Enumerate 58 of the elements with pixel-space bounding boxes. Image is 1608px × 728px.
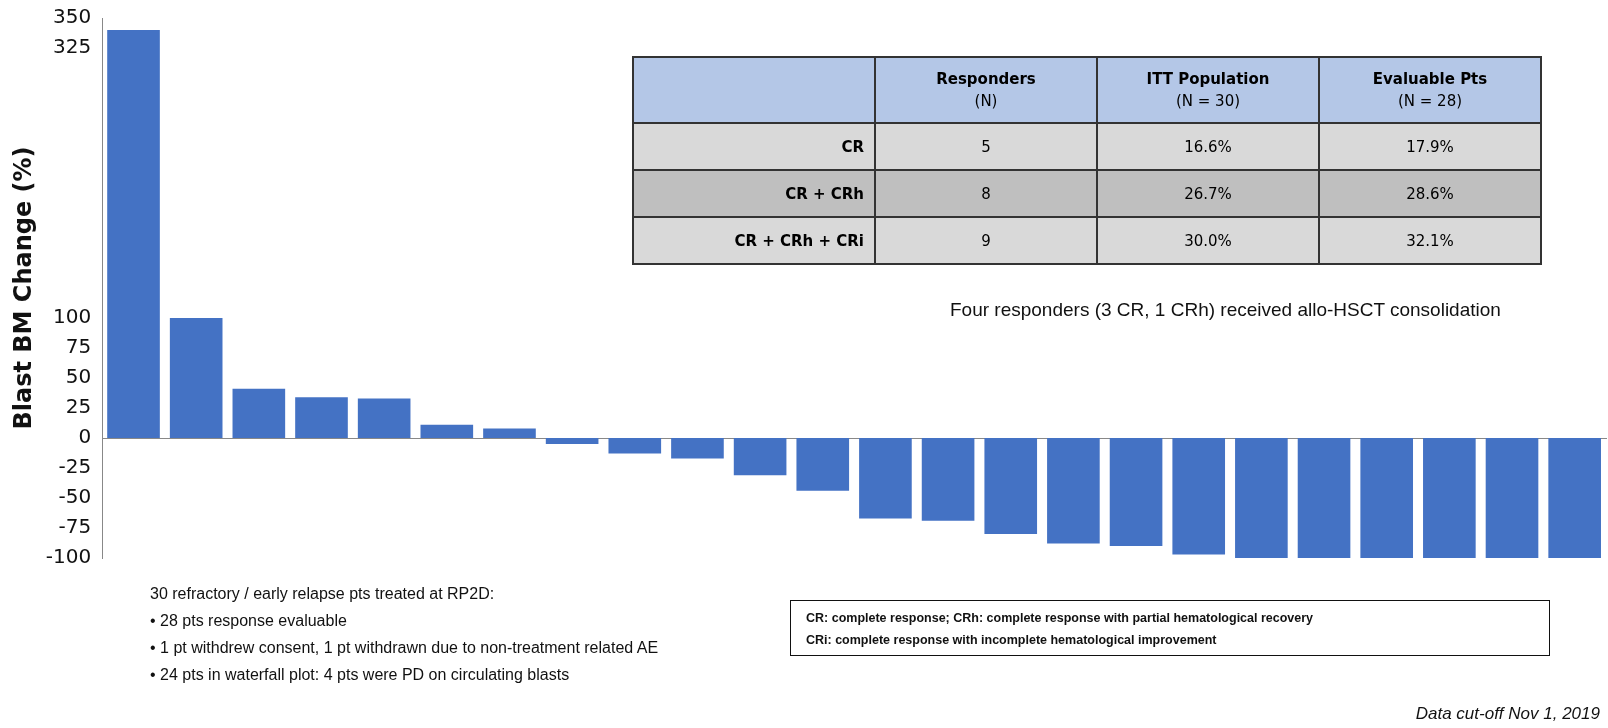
bar bbox=[733, 438, 787, 476]
y-tick-label: 0 bbox=[78, 424, 92, 449]
bar bbox=[1548, 438, 1601, 558]
bar bbox=[295, 397, 348, 438]
category-label: Responders (N) bbox=[875, 57, 1097, 123]
annotation: Four responders (3 CR, 1 CRh) received allo-HSCT consolidation bbox=[950, 299, 1501, 321]
bar bbox=[921, 438, 975, 521]
bar bbox=[107, 30, 160, 438]
bar bbox=[483, 428, 536, 438]
bar bbox=[1297, 438, 1351, 558]
category-label: CR + CRh bbox=[785, 184, 864, 203]
text: 16.6% bbox=[1184, 137, 1232, 156]
text: 32.1% bbox=[1406, 231, 1454, 250]
text: Data cut-off Nov 1, 2019 bbox=[1415, 704, 1600, 724]
bar bbox=[1172, 438, 1226, 555]
text: • 28 pts response evaluable bbox=[150, 612, 348, 630]
text: 28.6% bbox=[1406, 184, 1454, 203]
text: 8 bbox=[981, 184, 991, 203]
y-tick-label: -25 bbox=[58, 454, 92, 479]
bar bbox=[420, 424, 474, 438]
y-tick-label: -50 bbox=[58, 484, 92, 509]
y-tick-label: 50 bbox=[65, 364, 92, 389]
bar bbox=[1360, 438, 1414, 558]
text: 9 bbox=[981, 231, 991, 250]
bar bbox=[1423, 438, 1476, 558]
bar bbox=[608, 438, 662, 454]
text: • 24 pts in waterfall plot: 4 pts were PD on circulating blasts bbox=[150, 666, 571, 684]
bar bbox=[1047, 438, 1100, 544]
y-tick-label: 25 bbox=[65, 394, 92, 419]
text: • 1 pt withdrew consent, 1 pt withdrawn due to non-treatment related AE bbox=[150, 639, 659, 657]
text: 26.7% bbox=[1184, 184, 1232, 203]
y-axis-title: Blast BM Change (%) bbox=[8, 146, 37, 430]
category-label: CR bbox=[841, 137, 864, 156]
y-tick-label: -75 bbox=[58, 514, 92, 539]
text: 30.0% bbox=[1184, 231, 1232, 250]
category-label: CR + CRh + CRi bbox=[734, 231, 864, 250]
bar bbox=[1109, 438, 1163, 546]
y-tick-label: -100 bbox=[45, 544, 92, 569]
text: 17.9% bbox=[1406, 137, 1454, 156]
bar bbox=[232, 388, 286, 438]
bar bbox=[984, 438, 1038, 534]
bar bbox=[859, 438, 912, 519]
category-label: ITT Population (N = 30) bbox=[1097, 57, 1319, 123]
text-box: CR: complete response; CRh: complete response with partial hematological recovery CRi: complete response with incomplete hematological improvement bbox=[790, 600, 1550, 656]
text: 30 refractory / early relapse pts treated at RP2D: bbox=[150, 585, 496, 603]
y-tick-label: 100 bbox=[53, 304, 92, 329]
bar bbox=[671, 438, 724, 459]
bar bbox=[169, 318, 223, 438]
y-tick-label: 325 bbox=[53, 34, 92, 59]
bar bbox=[357, 398, 411, 438]
y-tick-label: 75 bbox=[65, 334, 92, 359]
bar bbox=[796, 438, 850, 491]
category-label: Evaluable Pts (N = 28) bbox=[1319, 57, 1541, 123]
text: 5 bbox=[981, 137, 991, 156]
bar bbox=[1235, 438, 1288, 558]
bar bbox=[1485, 438, 1539, 558]
y-tick-label: 350 bbox=[53, 4, 92, 29]
bar bbox=[545, 438, 599, 444]
